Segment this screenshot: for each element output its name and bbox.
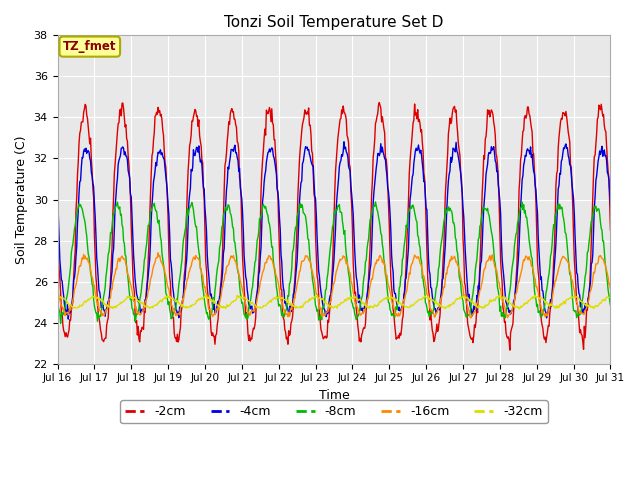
Title: Tonzi Soil Temperature Set D: Tonzi Soil Temperature Set D [224, 15, 444, 30]
-2cm [557, 116, 565, 121]
-32cm [515, 306, 523, 312]
-16cm [380, 261, 388, 267]
-2cm [435, 325, 442, 331]
-2cm [175, 337, 182, 343]
-4cm [435, 307, 443, 313]
X-axis label: Time: Time [319, 389, 349, 402]
-32cm [435, 302, 442, 308]
-4cm [607, 202, 614, 208]
-32cm [54, 293, 61, 299]
-32cm [199, 295, 207, 301]
Y-axis label: Soil Temperature (C): Soil Temperature (C) [15, 135, 28, 264]
Line: -8cm: -8cm [58, 202, 611, 324]
-16cm [557, 257, 565, 263]
Line: -32cm: -32cm [58, 295, 611, 309]
-2cm [199, 160, 207, 166]
-16cm [607, 286, 614, 292]
-8cm [557, 204, 565, 210]
-4cm [54, 201, 61, 206]
Line: -2cm: -2cm [58, 103, 611, 350]
-2cm [376, 100, 383, 106]
-2cm [380, 126, 388, 132]
-4cm [326, 293, 334, 299]
-4cm [381, 156, 388, 162]
-16cm [176, 312, 184, 318]
-8cm [435, 263, 443, 269]
-32cm [326, 304, 334, 310]
-4cm [340, 139, 348, 144]
-2cm [506, 347, 514, 353]
-8cm [381, 263, 388, 268]
-16cm [435, 306, 442, 312]
-8cm [57, 321, 65, 326]
-8cm [200, 289, 207, 295]
Line: -4cm: -4cm [58, 142, 611, 319]
-32cm [557, 300, 565, 306]
-32cm [175, 300, 182, 306]
-4cm [557, 158, 565, 164]
-16cm [54, 283, 61, 289]
Line: -16cm: -16cm [58, 253, 611, 318]
-8cm [176, 276, 184, 282]
-32cm [607, 294, 614, 300]
-8cm [372, 199, 380, 205]
-32cm [380, 296, 388, 301]
-8cm [607, 302, 614, 308]
-16cm [154, 250, 162, 256]
-4cm [65, 316, 72, 322]
-4cm [176, 304, 184, 310]
-4cm [200, 185, 207, 191]
-2cm [54, 218, 61, 224]
-2cm [607, 227, 614, 233]
-2cm [326, 311, 333, 317]
-8cm [326, 246, 334, 252]
-16cm [467, 315, 474, 321]
Legend: -2cm, -4cm, -8cm, -16cm, -32cm: -2cm, -4cm, -8cm, -16cm, -32cm [120, 400, 548, 423]
Text: TZ_fmet: TZ_fmet [63, 40, 116, 53]
-8cm [54, 299, 61, 304]
-16cm [200, 279, 207, 285]
-16cm [326, 300, 334, 305]
-32cm [234, 292, 241, 298]
